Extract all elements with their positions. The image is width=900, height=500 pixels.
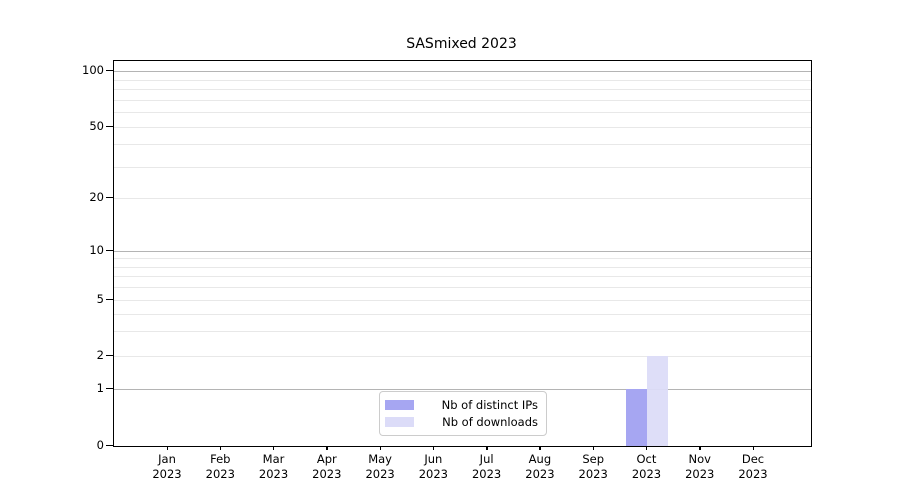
y-tick-mark	[106, 196, 113, 198]
y-tick-mark	[106, 444, 113, 446]
x-tick-label: Apr 2023	[297, 452, 357, 482]
x-tick-year: 2023	[738, 467, 768, 481]
gridline-minor	[114, 112, 811, 114]
y-tick-mark	[106, 69, 113, 71]
x-tick-month: Oct	[636, 452, 657, 466]
x-tick-month: Feb	[210, 452, 231, 466]
gridline-minor	[114, 287, 811, 289]
gridline-minor	[114, 144, 811, 146]
y-tick-mark	[106, 249, 113, 251]
gridline-minor	[114, 300, 811, 301]
x-tick-mark	[699, 446, 701, 450]
x-tick-label: Jul 2023	[457, 452, 517, 482]
x-tick-mark	[379, 446, 381, 450]
x-tick-label: Oct 2023	[616, 452, 676, 482]
x-tick-label: Dec 2023	[723, 452, 783, 482]
x-tick-label: Nov 2023	[670, 452, 730, 482]
y-tick-mark	[106, 387, 113, 389]
x-tick-label: Jun 2023	[403, 452, 463, 482]
y-tick-mark	[106, 298, 113, 300]
x-tick-month: Apr	[316, 452, 337, 466]
x-tick-mark	[752, 446, 754, 450]
x-tick-mark	[592, 446, 595, 450]
x-tick-mark	[273, 446, 275, 450]
y-tick-label: 5	[96, 292, 104, 306]
bar-nb-of-distinct-ips	[626, 389, 648, 446]
y-tick-label: 50	[89, 119, 104, 133]
x-tick-mark	[166, 446, 168, 450]
x-tick-year: 2023	[631, 467, 662, 481]
y-tick-label: 100	[82, 63, 104, 77]
x-tick-month: Sep	[582, 452, 605, 466]
gridline-minor	[114, 276, 811, 278]
x-tick-mark	[432, 446, 435, 450]
gridline-minor	[114, 258, 811, 260]
y-tick-label: 20	[89, 190, 104, 204]
y-tick-label: 10	[89, 243, 104, 257]
gridline-minor	[114, 89, 811, 91]
x-tick-year: 2023	[205, 467, 235, 481]
x-tick-year: 2023	[578, 467, 608, 481]
gridline-minor	[114, 266, 811, 268]
x-tick-year: 2023	[258, 467, 289, 481]
y-tick-label: 1	[96, 381, 104, 395]
chart-title: SASmixed 2023	[406, 36, 517, 52]
gridline-major	[114, 251, 811, 252]
x-tick-month: Jul	[479, 452, 494, 466]
gridline-major	[114, 389, 811, 390]
x-tick-month: Aug	[528, 452, 552, 466]
x-tick-year: 2023	[685, 467, 715, 481]
x-tick-label: Aug 2023	[510, 452, 570, 482]
gridline-minor	[114, 99, 811, 101]
plot-area: Nb of distinct IPs Nb of downloads	[113, 60, 812, 447]
x-tick-month: Nov	[688, 452, 711, 466]
x-tick-month: May	[368, 452, 392, 466]
x-tick-label: Sep 2023	[563, 452, 623, 482]
gridline-minor	[114, 127, 811, 128]
gridline-minor	[114, 313, 811, 315]
legend-entry-label: Nb of downloads	[442, 415, 538, 429]
gridline-minor	[114, 198, 811, 199]
x-tick-month: Jan	[158, 452, 176, 466]
x-tick-label: Jan 2023	[137, 452, 197, 482]
x-tick-year: 2023	[418, 467, 448, 481]
x-tick-year: 2023	[471, 467, 502, 481]
legend-swatch-icon	[385, 417, 414, 427]
legend-entry: Nb of distinct IPs	[385, 398, 538, 412]
gridline-minor	[114, 356, 811, 357]
x-tick-mark	[645, 446, 648, 450]
x-tick-month: Dec	[741, 452, 765, 466]
legend-swatch-icon	[385, 400, 414, 410]
y-tick-label: 2	[96, 348, 104, 362]
x-tick-mark	[539, 446, 541, 450]
gridline-minor	[114, 166, 811, 168]
x-tick-month: Mar	[262, 452, 285, 466]
legend-entry: Nb of downloads	[385, 415, 538, 429]
gridline-minor	[114, 79, 811, 81]
y-tick-mark	[106, 354, 113, 356]
x-tick-year: 2023	[365, 467, 395, 481]
x-tick-mark	[486, 446, 488, 450]
x-tick-mark	[219, 446, 222, 450]
x-tick-year: 2023	[312, 467, 342, 481]
y-tick-mark	[106, 125, 113, 127]
x-tick-label: Feb 2023	[190, 452, 250, 482]
x-tick-mark	[326, 446, 328, 450]
x-tick-year: 2023	[152, 467, 182, 481]
gridline-minor	[114, 331, 811, 333]
x-tick-month: Jun	[424, 452, 443, 466]
x-tick-label: May 2023	[350, 452, 410, 482]
gridline-major	[114, 71, 811, 72]
legend-entry-label: Nb of distinct IPs	[441, 398, 538, 412]
x-tick-label: Mar 2023	[244, 452, 304, 482]
bar-nb-of-downloads	[647, 356, 669, 446]
x-tick-year: 2023	[525, 467, 555, 481]
legend: Nb of distinct IPs Nb of downloads	[379, 391, 547, 436]
y-tick-label: 0	[96, 438, 104, 452]
